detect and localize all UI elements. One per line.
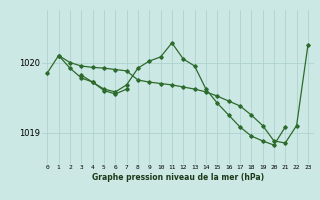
X-axis label: Graphe pression niveau de la mer (hPa): Graphe pression niveau de la mer (hPa): [92, 173, 264, 182]
